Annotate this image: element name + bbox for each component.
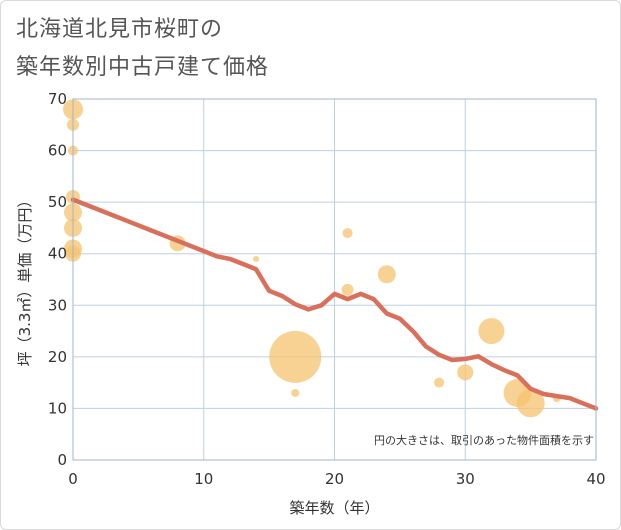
chart-title-line2: 築年数別中古戸建て価格 <box>16 55 270 80</box>
size-note: 円の大きさは、取引のあった物件面積を示す <box>374 433 594 447</box>
y-tick-label: 0 <box>57 451 67 469</box>
y-tick-label: 20 <box>48 348 67 366</box>
x-tick-label: 0 <box>68 470 78 488</box>
bubble-point <box>341 283 354 296</box>
x-tick-label: 20 <box>325 470 344 488</box>
y-tick-label: 10 <box>48 399 67 417</box>
x-axis-label: 築年数（年） <box>289 499 379 517</box>
trend-line <box>70 197 599 411</box>
x-tick-label: 10 <box>194 470 213 488</box>
y-tick-label: 50 <box>48 193 67 211</box>
y-tick-label: 30 <box>48 296 67 314</box>
y-tick-label: 70 <box>48 90 67 108</box>
x-tick-label: 40 <box>586 470 605 488</box>
bubble-point <box>377 265 396 284</box>
plot-border <box>72 98 597 461</box>
bubble-point <box>516 389 545 418</box>
bubble-point <box>342 228 353 239</box>
y-axis-label: 坪（3.3㎡）単価（万円） <box>16 193 34 367</box>
bubble-series <box>63 99 561 418</box>
bubble-point <box>253 255 260 262</box>
x-tick-label: 30 <box>456 470 475 488</box>
bubble-point <box>291 388 300 397</box>
trend-line-group <box>70 197 599 411</box>
chart-title-line1: 北海道北見市桜町の <box>16 17 224 42</box>
y-tick-label: 40 <box>48 245 67 263</box>
y-tick-label: 60 <box>48 142 67 160</box>
tick-labels: 0 10 20 30 40 0 10 20 30 40 50 60 70 <box>48 90 606 488</box>
bubble-point <box>434 377 445 388</box>
bubble-point <box>269 330 322 383</box>
bubble-point <box>478 318 505 345</box>
bubble-point <box>457 364 474 381</box>
